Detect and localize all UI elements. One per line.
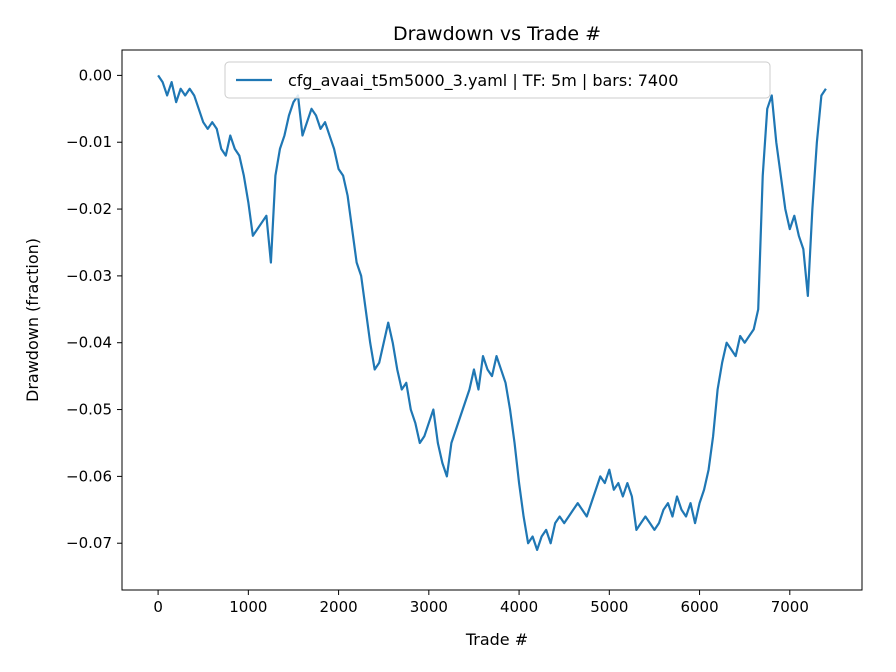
- x-tick-label: 4000: [500, 598, 538, 616]
- legend: cfg_avaai_t5m5000_3.yaml | TF: 5m | bars…: [224, 61, 771, 99]
- y-tick-label: −0.04: [66, 334, 112, 352]
- y-axis-label: Drawdown (fraction): [23, 238, 42, 402]
- y-tick-label: −0.07: [66, 534, 112, 552]
- y-tick-label: −0.06: [66, 467, 112, 485]
- x-tick-label: 5000: [590, 598, 628, 616]
- axes: 0 1000 2000 3000 4000 5000 6000 7000 0.00 −0.01 −0…: [66, 66, 809, 616]
- chart-title: Drawdown vs Trade #: [393, 23, 601, 45]
- y-tick-label: −0.05: [66, 401, 112, 419]
- legend-label: cfg_avaai_t5m5000_3.yaml | TF: 5m | bars…: [288, 71, 678, 91]
- series-line-0: [157, 74, 827, 552]
- x-tick-label: 6000: [680, 598, 718, 616]
- y-tick-label: −0.02: [66, 200, 112, 218]
- y-tick-label: −0.01: [66, 133, 112, 151]
- plot-frame: [121, 49, 863, 591]
- x-tick-label: 2000: [319, 598, 357, 616]
- y-tick-label: −0.03: [66, 267, 112, 285]
- x-tick-label: 0: [153, 598, 163, 616]
- x-tick-label: 1000: [229, 598, 267, 616]
- y-tick-label: 0.00: [79, 66, 112, 84]
- legend-box: [224, 61, 771, 99]
- plot-area: [157, 74, 827, 552]
- x-axis-label: Trade #: [465, 630, 528, 649]
- x-tick-label: 3000: [410, 598, 448, 616]
- x-tick-label: 7000: [771, 598, 809, 616]
